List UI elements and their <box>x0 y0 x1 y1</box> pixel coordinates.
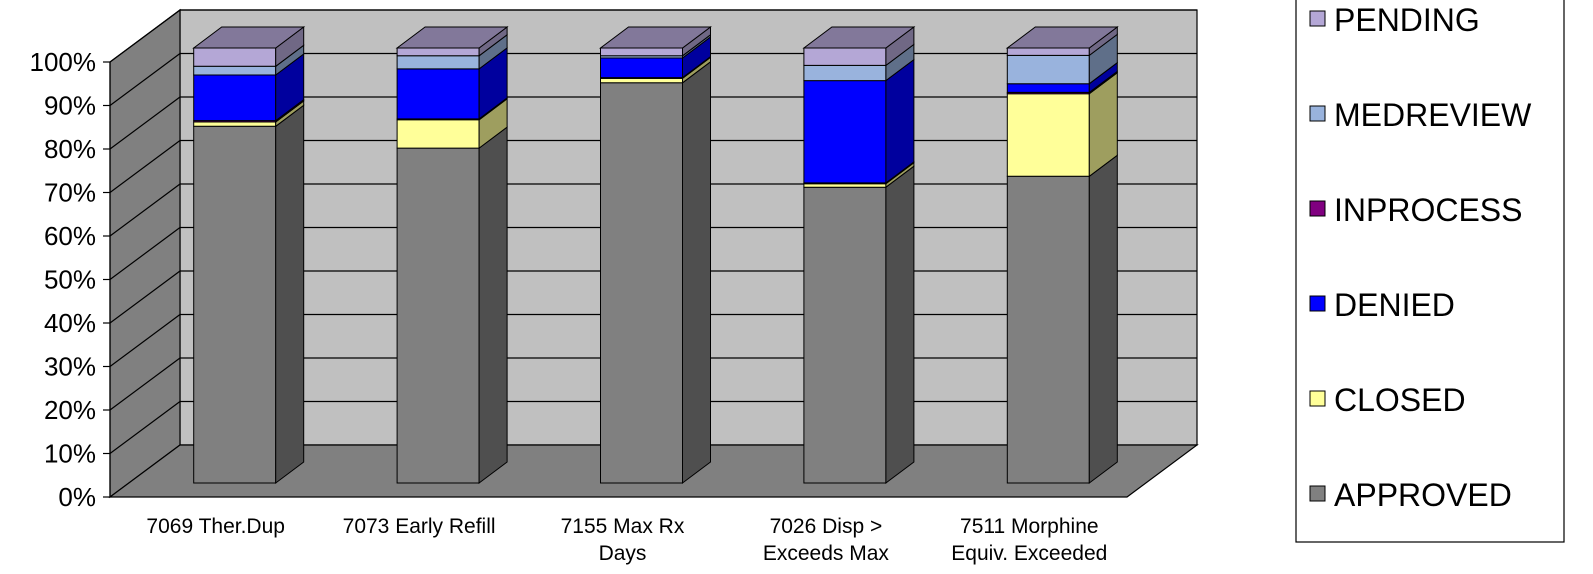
bar-front <box>1006 93 1090 177</box>
legend-label: DENIED <box>1334 287 1455 323</box>
bar-front <box>396 55 480 70</box>
bar-front <box>803 64 887 82</box>
bar-stack <box>395 26 509 484</box>
bar-front <box>1006 83 1090 93</box>
y-tick-label: 20% <box>44 395 96 425</box>
bar-segment-approved <box>193 104 305 484</box>
bar-top <box>192 26 306 49</box>
bar-stack <box>192 26 306 484</box>
legend-label: PENDING <box>1334 2 1480 38</box>
bar-stack <box>802 26 916 484</box>
legend-item-denied: DENIED <box>1309 287 1455 323</box>
x-tick-label: 7073 Early Refill <box>343 515 496 538</box>
bar-side <box>885 58 915 184</box>
y-tick-label: 80% <box>44 134 96 164</box>
bar-stack <box>599 26 712 484</box>
bar-front <box>193 121 277 127</box>
bar-segment-approved <box>803 165 915 484</box>
x-tick-label: 7155 Max Rx Days <box>561 515 685 565</box>
bar-front <box>193 47 277 67</box>
legend-swatch <box>1309 105 1326 122</box>
bar-segment-medreview <box>1006 33 1118 85</box>
legend-swatch <box>1309 200 1326 217</box>
y-tick-label: 100% <box>30 47 97 77</box>
bar-segment-pending <box>600 26 711 57</box>
bar-front <box>600 82 683 484</box>
legend-label: INPROCESS <box>1334 192 1522 228</box>
bar-top <box>395 26 509 49</box>
y-tick-label: 30% <box>44 352 96 382</box>
y-axis: 0% 10% 20% 30% 40% 50% 60% 70% 80% 90% 100% <box>30 47 111 512</box>
bar-front <box>1006 54 1090 85</box>
bar-top <box>1005 26 1119 49</box>
bar-side <box>478 126 508 484</box>
bar-front <box>600 77 683 84</box>
legend-swatch <box>1309 390 1326 407</box>
bar-side <box>682 60 711 484</box>
legend-swatch <box>1309 295 1326 312</box>
bar-top <box>599 26 712 49</box>
x-tick-label: 7026 Disp > Exceeds Max <box>763 515 890 565</box>
bar-stack <box>1005 26 1119 484</box>
bar-front <box>1006 175 1090 484</box>
bar-segment-pending <box>803 26 915 67</box>
y-tick-label: 90% <box>44 91 96 121</box>
bar-front <box>803 186 887 484</box>
legend-label: APPROVED <box>1334 477 1512 513</box>
x-tick-label: 7069 Ther.Dup <box>146 515 285 538</box>
bar-segment-closed <box>193 100 305 128</box>
legend: PENDING MEDREVIEW INPROCESS DENIED CLOSED APP… <box>1295 0 1565 543</box>
bar-front <box>193 74 277 122</box>
bar-front <box>803 183 887 188</box>
y-tick-label: 50% <box>44 265 96 295</box>
y-tick-label: 40% <box>44 308 96 338</box>
legend-item-medreview: MEDREVIEW <box>1309 97 1532 133</box>
bar-front <box>803 80 887 184</box>
bar-front <box>193 125 277 484</box>
bar-segment-closed <box>1006 71 1118 178</box>
bar-front <box>396 47 480 57</box>
legend-label: CLOSED <box>1334 382 1466 418</box>
y-tick-label: 10% <box>44 439 96 469</box>
bar-front <box>193 65 277 76</box>
gridline <box>109 9 1197 63</box>
bar-segment-denied <box>1006 61 1118 94</box>
legend-swatch <box>1309 485 1326 502</box>
legend-swatch <box>1309 10 1326 27</box>
legend-item-closed: CLOSED <box>1309 382 1466 418</box>
bar-side <box>1088 154 1118 484</box>
bar-front <box>600 47 683 57</box>
x-tick-label: 7511 Morphine Equiv. Exceeded <box>951 515 1107 565</box>
bar-segment-approved <box>1006 154 1118 484</box>
bar-side <box>885 165 915 484</box>
y-tick-label: 60% <box>44 221 96 251</box>
legend-box <box>1295 0 1565 543</box>
y-tick-label: 70% <box>44 178 96 208</box>
legend-item-approved: APPROVED <box>1309 477 1512 513</box>
legend-label: MEDREVIEW <box>1334 97 1532 133</box>
bar-top <box>802 26 916 49</box>
bar-segment-approved <box>600 60 711 484</box>
bar-front <box>396 147 480 484</box>
bar-front <box>396 119 480 149</box>
bar-front <box>1006 47 1090 56</box>
x-axis: 7069 Ther.Dup 7073 Early Refill 7155 Max R… <box>146 515 1107 565</box>
legend-item-pending: PENDING <box>1309 2 1480 38</box>
bars <box>192 26 1119 484</box>
bar-front <box>600 57 683 79</box>
bar-front <box>396 68 480 120</box>
legend-item-inprocess: INPROCESS <box>1309 192 1522 228</box>
bar-segment-denied <box>396 46 508 120</box>
bar-segment-approved <box>396 126 508 484</box>
bar-side <box>275 104 305 484</box>
bar-front <box>803 47 887 66</box>
y-tick-label: 0% <box>58 482 96 512</box>
bar-segment-closed <box>396 97 508 150</box>
